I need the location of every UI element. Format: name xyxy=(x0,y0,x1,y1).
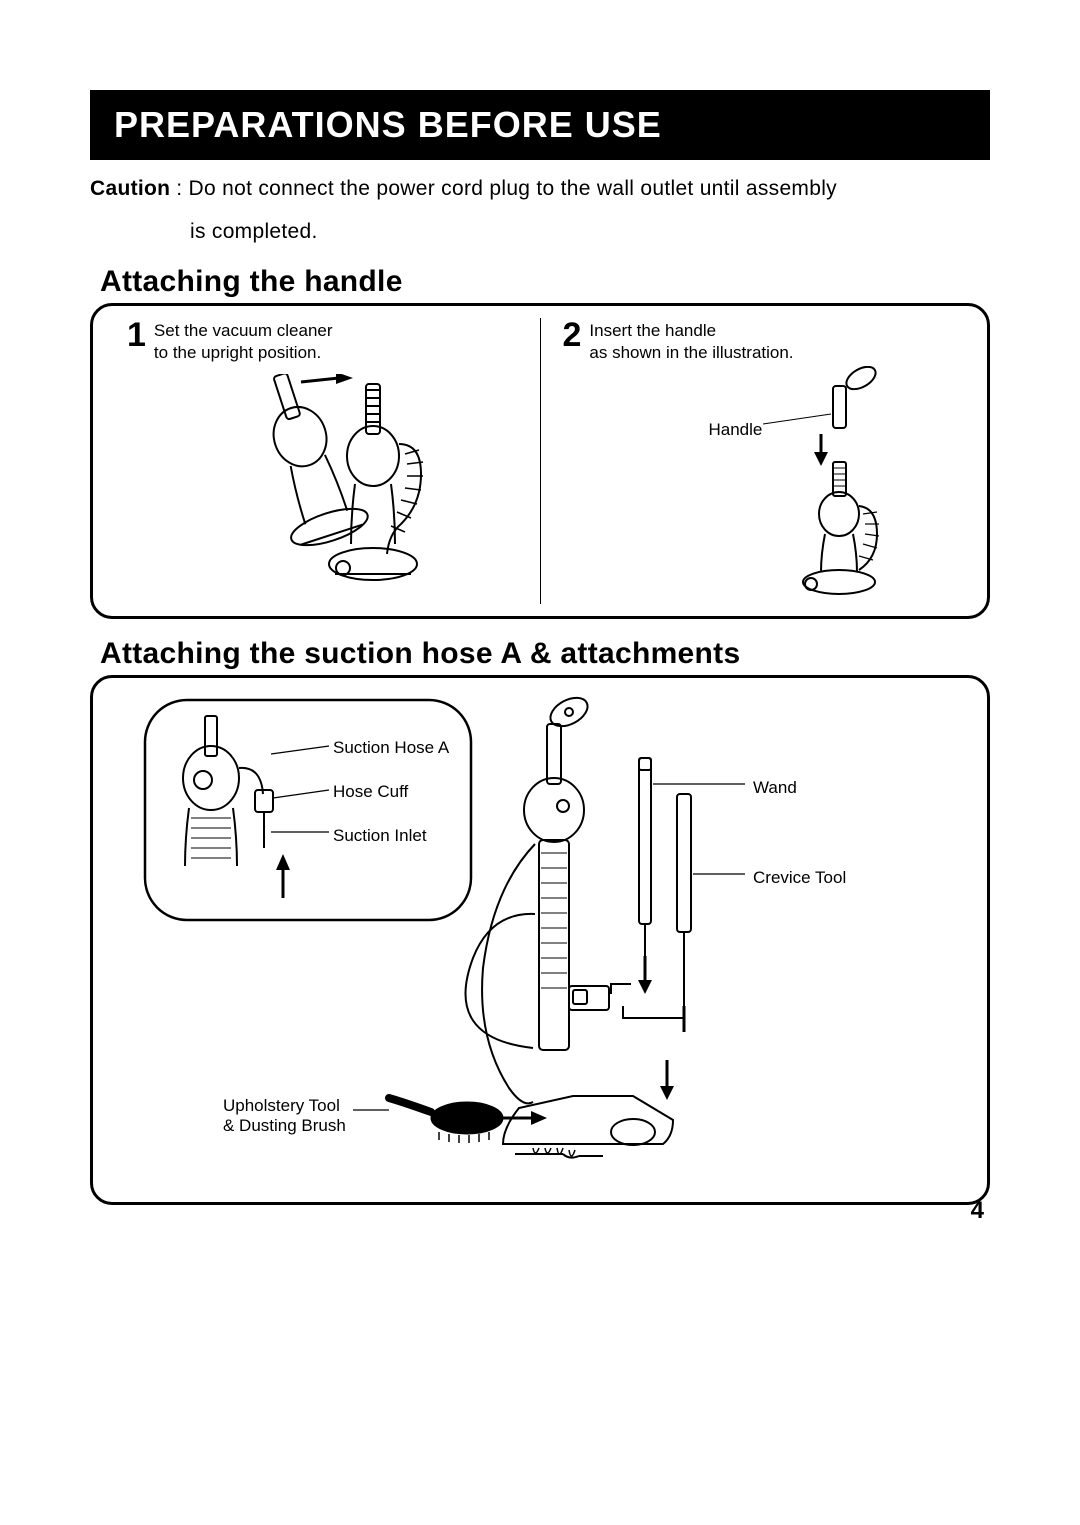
label-hose-cuff: Hose Cuff xyxy=(333,782,408,802)
step-2-text-line1: Insert the handle xyxy=(589,321,716,340)
step-1-cell: 1 Set the vacuum cleaner to the upright … xyxy=(111,324,540,594)
caution-text-line1: : Do not connect the power cord plug to … xyxy=(176,174,837,203)
section-heading-attaching-suction: Attaching the suction hose A & attachmen… xyxy=(100,637,990,671)
label-upholstery-tool-line2: & Dusting Brush xyxy=(223,1116,346,1135)
arrow-upholstery-icon xyxy=(493,1106,553,1130)
illustration-step-2 xyxy=(751,366,931,606)
label-suction-inlet: Suction Inlet xyxy=(333,826,427,846)
caution-label: Caution xyxy=(90,174,170,203)
page-number: 4 xyxy=(971,1197,984,1225)
step-2-number: 2 xyxy=(563,318,582,352)
step-1-text-line2: to the upright position. xyxy=(154,343,321,362)
label-suction-hose-a: Suction Hose A xyxy=(333,738,449,758)
leader-upholstery xyxy=(353,1104,393,1116)
step-1-text-line1: Set the vacuum cleaner xyxy=(154,321,333,340)
panel-attaching-suction: Suction Hose A Hose Cuff Suction Inlet xyxy=(90,675,990,1205)
label-upholstery-tool-line1: Upholstery Tool xyxy=(223,1096,340,1115)
step-2-text: Insert the handle as shown in the illust… xyxy=(589,318,793,364)
step-1-number: 1 xyxy=(127,318,146,352)
caution-row: Caution : Do not connect the power cord … xyxy=(90,174,990,203)
page-title: PREPARATIONS BEFORE USE xyxy=(114,104,662,145)
label-crevice-tool: Crevice Tool xyxy=(753,868,846,888)
caution-row-2: is completed. xyxy=(90,217,990,246)
illustration-step-1 xyxy=(181,374,441,604)
panel-attaching-handle: 1 Set the vacuum cleaner to the upright … xyxy=(90,303,990,619)
title-bar: PREPARATIONS BEFORE USE xyxy=(90,90,990,160)
step-1-text: Set the vacuum cleaner to the upright po… xyxy=(154,318,333,364)
section-heading-attaching-handle: Attaching the handle xyxy=(100,265,990,299)
label-wand: Wand xyxy=(753,778,797,798)
step-2-text-line2: as shown in the illustration. xyxy=(589,343,793,362)
step-2-cell: 2 Insert the handle as shown in the illu… xyxy=(541,324,970,594)
caution-text-line2: is completed. xyxy=(190,217,318,246)
label-upholstery-tool: Upholstery Tool & Dusting Brush xyxy=(223,1096,346,1136)
